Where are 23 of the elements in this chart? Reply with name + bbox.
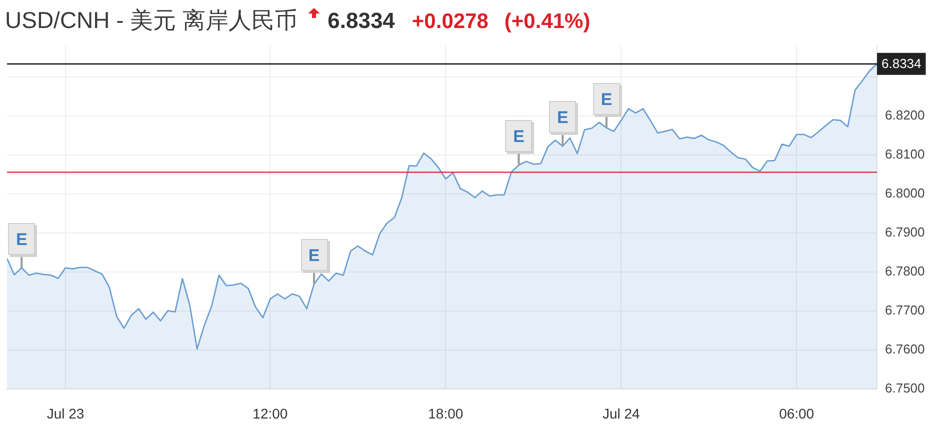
event-flag: E [549, 101, 576, 134]
x-tick-label: 06:00 [779, 405, 814, 422]
y-tick-label: 6.7900 [885, 224, 925, 240]
event-flag: E [592, 82, 620, 115]
x-tick-label: 18:00 [428, 405, 464, 422]
text: 6.8334 [328, 8, 395, 34]
y-tick-label: 6.7800 [885, 264, 925, 279]
text: +0.0278 [412, 10, 488, 34]
event-flag: E [300, 239, 328, 272]
x-tick-label: Jul 23 [46, 405, 84, 422]
y-tick-label: 6.7600 [885, 342, 925, 357]
y-tick-label: 6.8100 [885, 146, 925, 162]
x-tick-label: Jul 24 [602, 405, 640, 422]
y-tick-label: 6.8200 [885, 108, 925, 123]
event-flag: E [505, 120, 532, 152]
ref-line-label: 6.8334 [882, 56, 922, 72]
x-tick-label: 12:00 [252, 405, 288, 422]
chart-title: USD/CNH - 美元 离岸人民币 [5, 6, 298, 35]
y-tick-label: 6.8000 [885, 186, 925, 201]
event-flag: E [8, 222, 36, 255]
y-tick-label: 6.7700 [885, 302, 925, 318]
text: (+0.41%) [504, 10, 590, 34]
y-tick-label: 6.7500 [885, 380, 925, 396]
